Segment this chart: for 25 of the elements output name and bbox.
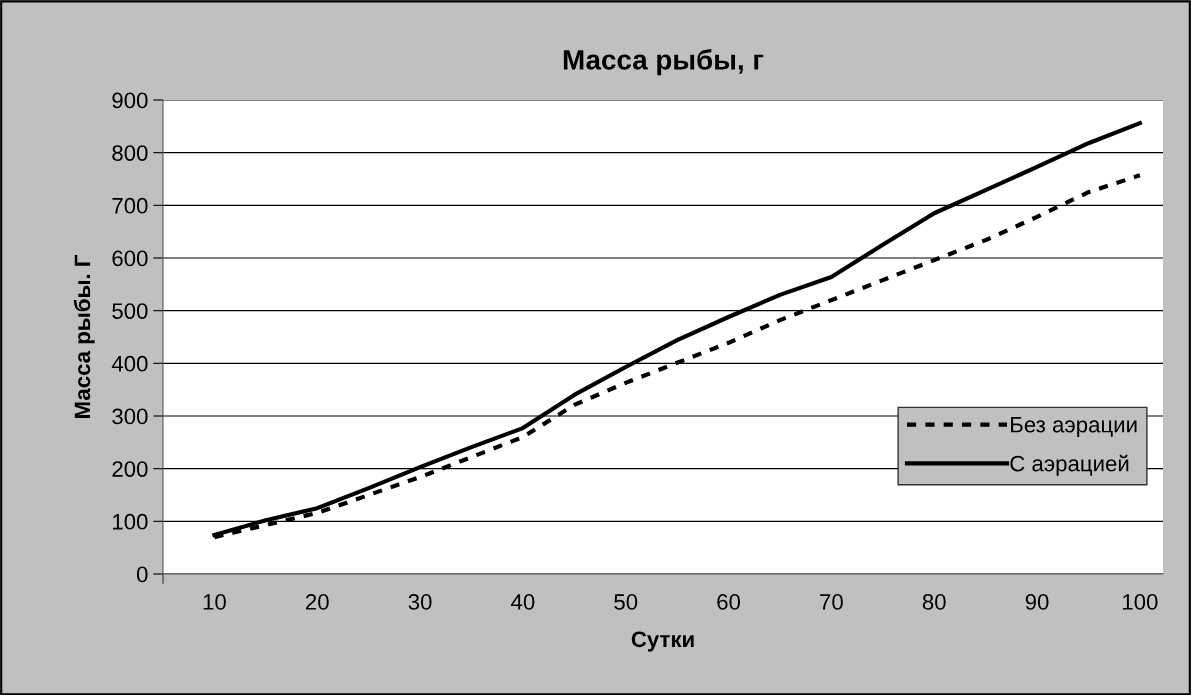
x-tick-label: 40 [511,594,535,610]
x-tick-label: 50 [614,594,638,610]
x-tick-label: 80 [922,594,946,610]
y-tick-label: 400 [111,355,148,372]
legend-label: Без аэрации [1011,417,1137,437]
y-tick-label: 300 [112,408,148,425]
y-tick-label: 200 [112,461,148,477]
chart-title: Масса рыбы, г [563,49,764,76]
y-tick-label: 0 [136,566,148,583]
x-axis-title: Сутки [631,631,694,652]
y-tick-label: 800 [112,145,148,161]
y-tick-label: 100 [113,513,148,530]
legend-label: С аэрацией [1010,454,1129,476]
y-axis-title: Масса рыбы. Г [73,254,95,418]
y-tick-label: 700 [112,197,148,214]
y-tick-label: 500 [112,303,148,319]
y-tick-label: 900 [112,92,148,109]
x-tick-label: 100 [1123,594,1158,610]
x-tick-label: 60 [717,594,741,610]
x-tick-label: 70 [820,594,843,610]
x-tick-label: 20 [306,594,329,610]
y-tick-label: 600 [112,250,148,267]
x-tick-label: 30 [408,594,432,610]
x-tick-label: 90 [1025,594,1049,610]
x-tick-label: 10 [203,594,226,610]
